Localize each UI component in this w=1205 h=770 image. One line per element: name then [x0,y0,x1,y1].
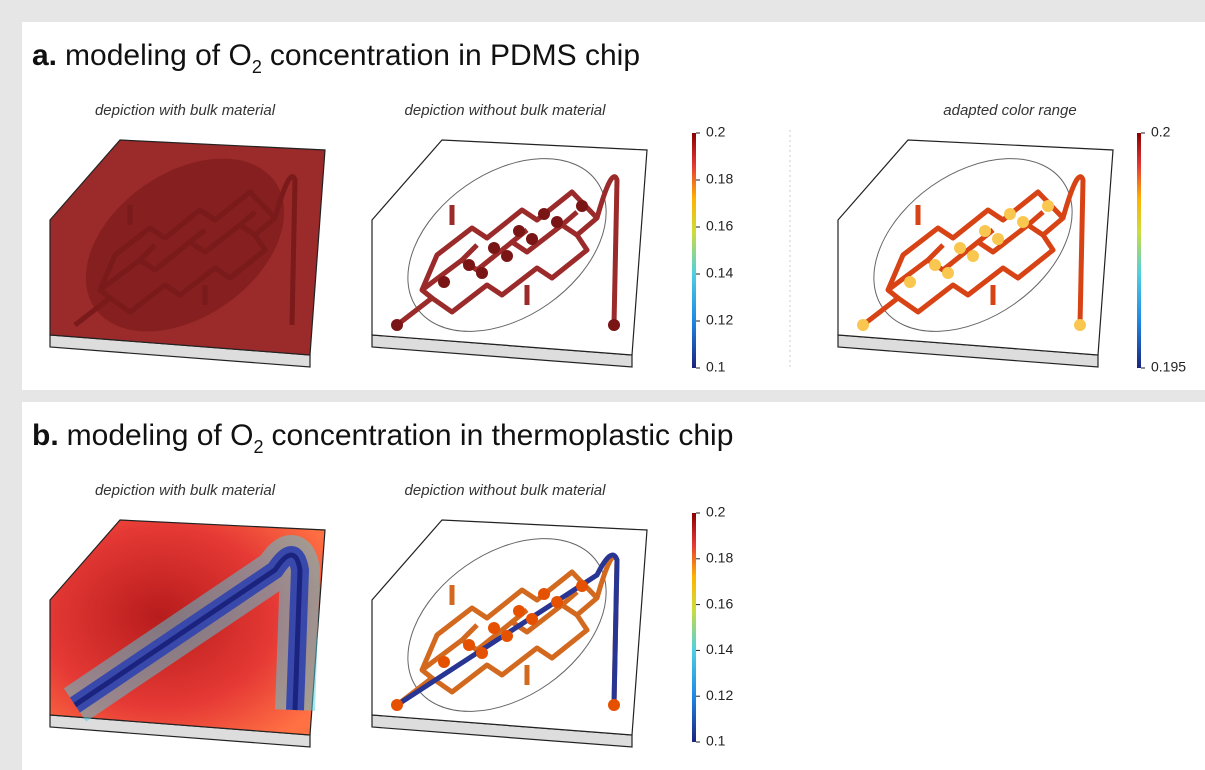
title-text: concentration in thermoplastic chip [271,419,733,452]
colorbar-tick-label: 0.195 [1151,359,1186,375]
colorbar-tick-label: 0.14 [706,641,733,657]
subscript: 2 [253,437,263,457]
title-text: modeling of O [67,419,254,452]
colorbar-tick-label: 0.12 [706,312,733,328]
panel-title: b.modeling of O2 concentration in thermop… [32,419,733,457]
figure: a.modeling of O2concentration in PDMS ch… [0,0,1205,770]
subtitle: depiction with bulk material [95,102,276,119]
colorbar-tick-label: 0.1 [706,733,726,749]
panel-label: a. [32,39,57,72]
colorbar [1137,133,1141,368]
colorbar-tick-label: 0.14 [706,265,733,281]
panel-label: b. [32,419,59,452]
colorbar-tick-label: 0.16 [706,595,733,611]
colorbar [692,133,696,368]
page: a.modeling of O2concentration in PDMS ch… [0,0,1205,770]
title-text: concentration in PDMS chip [270,39,640,72]
panel-title: a.modeling of O2 concentration in PDMS ch… [32,39,640,77]
colorbar-tick-label: 0.2 [706,504,726,520]
subtitle: adapted color range [943,102,1076,119]
colorbar [692,513,696,742]
subtitle: depiction with bulk material [95,482,276,499]
colorbar-tick-label: 0.1 [706,359,726,375]
chip-bulk [50,520,325,747]
colorbar-tick-label: 0.12 [706,687,733,703]
subtitle: depiction without bulk material [405,482,607,499]
colorbar-tick-label: 0.2 [706,124,726,140]
colorbar-tick-label: 0.18 [706,171,733,187]
colorbar-tick-label: 0.18 [706,550,733,566]
colorbar-tick-label: 0.2 [1151,124,1171,140]
colorbar-tick-label: 0.16 [706,218,733,234]
subscript: 2 [252,57,262,77]
subtitle: depiction without bulk material [405,102,607,119]
title-text: modeling of O [65,39,252,72]
